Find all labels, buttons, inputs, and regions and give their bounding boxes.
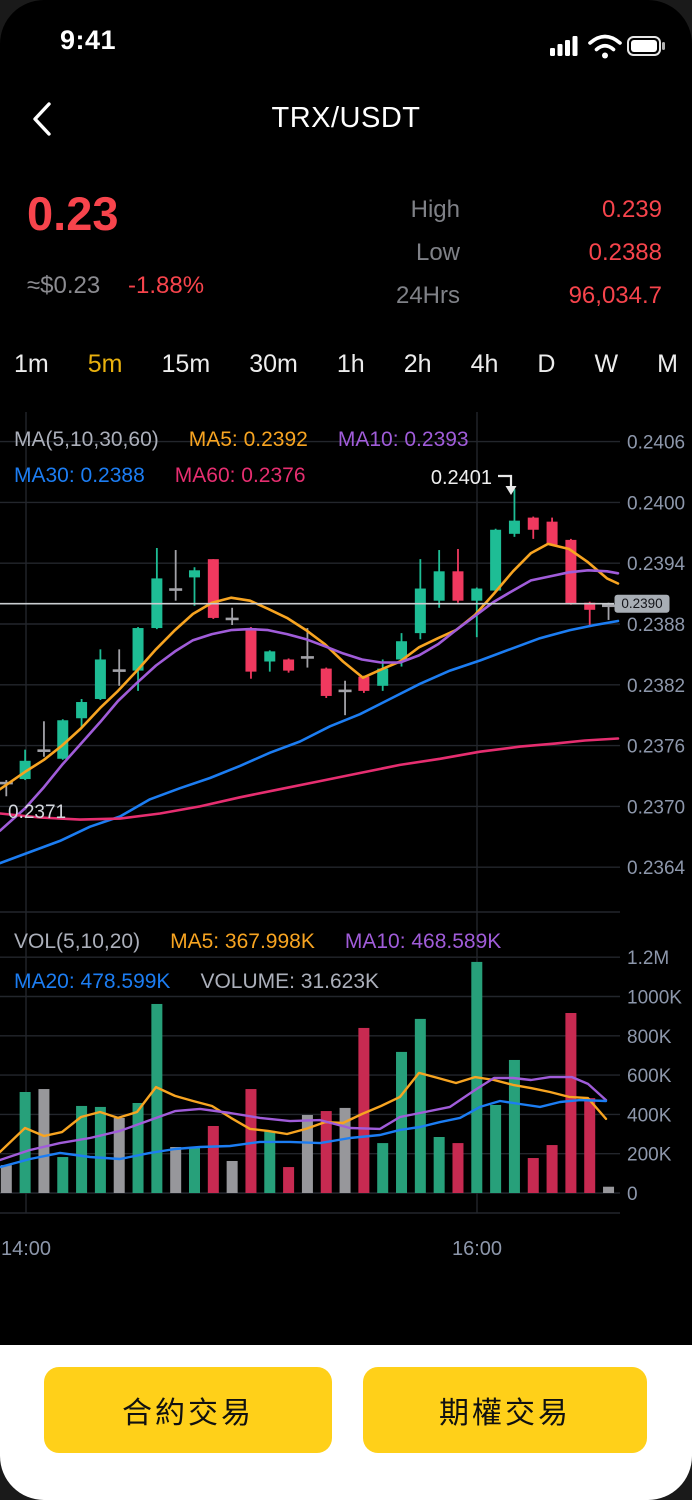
tab-5m[interactable]: 5m (87, 349, 123, 378)
last-price: 0.23 (27, 187, 119, 240)
svg-text:0.2370: 0.2370 (627, 797, 685, 818)
high-annotation: 0.2401 (431, 467, 492, 489)
change-percent: -1.88% (128, 272, 205, 299)
tab-1mo[interactable]: M (657, 349, 678, 378)
tab-1h[interactable]: 1h (336, 349, 365, 378)
bottom-action-panel: 合約交易 期權交易 (0, 1345, 692, 1500)
fiat-approx: ≈$0.23 (27, 272, 101, 299)
svg-text:0.2382: 0.2382 (627, 676, 685, 697)
stat-24h-volume: 24Hrs 96,034.7 (395, 282, 662, 309)
page-title: TRX/USDT (271, 102, 421, 134)
svg-text:0.2394: 0.2394 (627, 554, 686, 575)
tab-1m[interactable]: 1m (14, 349, 49, 378)
volume-ma-legend-row2: MA20: 478.599K VOLUME: 31.623K (14, 970, 380, 993)
tab-15m[interactable]: 15m (161, 349, 211, 378)
arrow-down-icon (505, 486, 517, 495)
price-ma-legend-row2: MA30: 0.2388 MA60: 0.2376 (14, 464, 306, 487)
svg-text:400K: 400K (627, 1105, 672, 1126)
tab-30m[interactable]: 30m (249, 349, 298, 378)
svg-text:600K: 600K (627, 1066, 672, 1087)
market-stats: High 0.239 Low 0.2388 24Hrs 96,034.7 (330, 196, 662, 325)
current-price-tag: 0.2390 (621, 596, 662, 611)
svg-text:1.2M: 1.2M (627, 948, 669, 969)
svg-text:14:00: 14:00 (1, 1238, 51, 1260)
status-icons (538, 31, 666, 66)
stat-low: Low 0.2388 (415, 239, 662, 266)
stat-high: High 0.239 (410, 196, 662, 223)
svg-text:0.2406: 0.2406 (627, 433, 685, 454)
signal-icon (550, 36, 578, 56)
wifi-icon (588, 34, 622, 59)
low-annotation: 0.2371 (8, 802, 66, 823)
options-trading-button[interactable]: 期權交易 (363, 1367, 647, 1453)
volume-ma-legend-row1: VOL(5,10,20) MA5: 367.998K MA10: 468.589… (14, 930, 502, 953)
svg-text:0.2376: 0.2376 (627, 737, 685, 758)
battery-icon (627, 36, 665, 56)
tab-4h[interactable]: 4h (470, 349, 499, 378)
price-volume-chart[interactable]: 0.2406 0.2400 0.2394 0.2388 0.2382 0.2376 0.23… (0, 400, 692, 1260)
svg-text:0: 0 (627, 1184, 638, 1205)
contract-trading-button[interactable]: 合約交易 (44, 1367, 332, 1453)
svg-text:200K: 200K (627, 1145, 672, 1166)
svg-text:0.2364: 0.2364 (627, 858, 686, 879)
svg-text:1000K: 1000K (627, 988, 682, 1009)
tab-2h[interactable]: 2h (403, 349, 432, 378)
tab-1d[interactable]: D (537, 349, 556, 378)
timeframe-tabs: 1m 5m 15m 30m 1h 2h 4h D W M (0, 340, 692, 388)
tab-1w[interactable]: W (594, 349, 619, 378)
back-button[interactable] (22, 96, 66, 142)
price-ma-legend-row1: MA(5,10,30,60) MA5: 0.2392 MA10: 0.2393 (14, 428, 469, 451)
svg-text:0.2400: 0.2400 (627, 493, 685, 514)
chevron-left-icon (33, 102, 51, 136)
svg-text:0.2388: 0.2388 (627, 615, 685, 636)
status-time: 9:41 (60, 25, 117, 55)
svg-text:16:00: 16:00 (452, 1238, 502, 1260)
svg-text:800K: 800K (627, 1027, 672, 1048)
